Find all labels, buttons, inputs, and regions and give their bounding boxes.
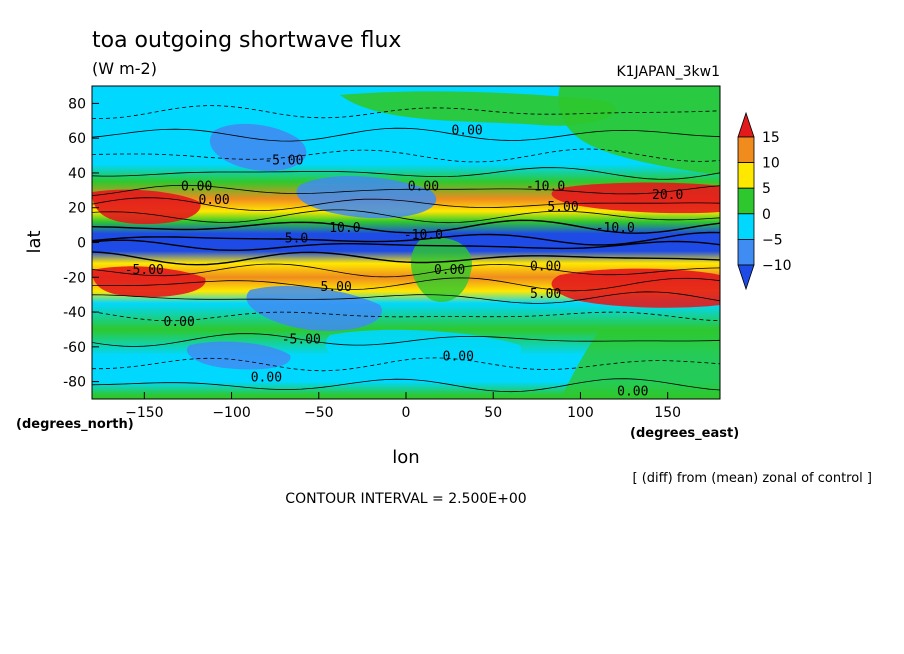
contour-label: 5.00	[530, 287, 561, 302]
contour-line	[92, 357, 720, 372]
y-tick-label: -60	[63, 340, 86, 356]
x-axis: −150 −100 −50 0 50 100 150	[125, 392, 681, 421]
x-tick-label: −150	[125, 405, 163, 421]
footnote: [ (diff) from (mean) zonal of control ]	[633, 471, 872, 486]
contour-label: 0.00	[251, 371, 282, 386]
y-tick-label: 60	[68, 131, 86, 147]
contour-line	[92, 197, 720, 211]
contour-label: 0.00	[617, 385, 648, 400]
contour-label-layer: 0.000.00-5.0010.00.000.00-5.005.000.000.…	[125, 124, 684, 400]
colorbar-tick-label: 5	[762, 181, 771, 197]
blob-red-south-west	[92, 266, 206, 298]
plot-area: 0.000.00-5.0010.00.000.00-5.005.000.000.…	[92, 86, 720, 400]
contour-lines	[92, 105, 720, 393]
contour-line	[92, 219, 720, 234]
contour-label: 0.00	[408, 179, 439, 194]
chart-title: toa outgoing shortwave flux	[92, 28, 401, 53]
y-axis: 80 60 40 20 0 -20 -40 -60 -80	[63, 96, 99, 391]
colorbar-swatch	[737, 187, 755, 215]
y-tick-label: 0	[77, 236, 86, 252]
colorbar-tick-label: 0	[762, 207, 771, 223]
contour-label: 20.0	[652, 188, 683, 203]
y-tick-label: -80	[63, 375, 86, 391]
contour-label: 0.00	[443, 350, 474, 365]
contour-label: 0.00	[181, 179, 212, 194]
contour-label: -10.0	[526, 179, 565, 194]
blob-blue-southern	[186, 341, 291, 370]
contour-label: -10.0	[596, 221, 635, 236]
y-axis-title: lat	[24, 230, 45, 253]
contour-line	[92, 291, 720, 304]
colorbar-tick-label: 15	[762, 130, 780, 146]
colorbar-swatch	[737, 162, 755, 189]
x-tick-label: 100	[567, 405, 594, 421]
contour-label: -5.0	[277, 232, 308, 247]
blob-green-southern-east	[560, 330, 720, 399]
blob-dark-blue-north-atlantic	[296, 175, 437, 219]
blob-blue-south-pacific	[246, 285, 382, 331]
contour-interval-text: CONTOUR INTERVAL = 2.500E+00	[285, 491, 526, 507]
contour-line	[92, 148, 720, 163]
contour-line	[92, 105, 720, 119]
run-label: K1JAPAN_3kw1	[616, 64, 720, 80]
x-axis-title: lon	[392, 447, 419, 468]
colorbar-cap-top	[737, 111, 755, 138]
colorbar-swatch	[737, 238, 755, 266]
x-unit-label: (degrees_east)	[630, 426, 739, 441]
contour-line	[92, 251, 720, 266]
y-unit-label: (degrees_north)	[16, 417, 134, 432]
contour-label: 5.00	[547, 200, 578, 215]
colorbar-cap-bottom	[737, 264, 755, 291]
contour-label: -5.00	[125, 263, 164, 278]
y-tick-label: -40	[63, 305, 86, 321]
x-tick-label: 50	[484, 405, 502, 421]
blob-cyan-southern-ocean	[325, 329, 522, 379]
y-tick-label: 40	[68, 166, 86, 182]
colorbar-swatch	[737, 136, 755, 164]
x-tick-label: −100	[212, 405, 250, 421]
contour-label: -10.0	[404, 228, 443, 243]
contour-label: 0.00	[451, 124, 482, 139]
blob-green-north-pacific-west	[340, 91, 617, 126]
units-label: (W m-2)	[92, 59, 157, 78]
contour-line	[92, 333, 720, 347]
contour-label: -5.00	[264, 153, 303, 168]
contour-line	[92, 378, 720, 393]
contour-line	[92, 127, 720, 142]
contour-line	[92, 209, 720, 224]
contour-line	[92, 263, 720, 278]
y-tick-label: 80	[68, 96, 86, 112]
contour-label: 0.00	[434, 263, 465, 278]
contour-line	[92, 239, 720, 252]
colorbar: 15 10 5 0 −5 −10	[737, 111, 792, 291]
colorbar-tick-label: −10	[762, 258, 792, 274]
contour-label: 0.00	[164, 315, 195, 330]
x-tick-label: −50	[304, 405, 334, 421]
contour-label: 0.00	[530, 259, 561, 274]
contour-line	[92, 311, 720, 322]
blob-red-north-west	[92, 189, 201, 225]
x-tick-label: 0	[402, 405, 411, 421]
contour-line	[92, 184, 720, 197]
x-tick-label: 150	[654, 405, 681, 421]
contour-line	[92, 231, 720, 246]
colorbar-tick-label: −5	[762, 232, 783, 248]
contour-label: 5.00	[321, 280, 352, 295]
blob-green-africa	[410, 237, 472, 303]
colorbar-tick-label: 10	[762, 156, 780, 172]
colorbar-swatch	[737, 213, 755, 240]
contour-line	[92, 167, 720, 180]
y-tick-label: 20	[68, 201, 86, 217]
contour-label: 0.00	[198, 193, 229, 208]
contour-label: -5.00	[282, 332, 321, 347]
contour-line	[92, 277, 720, 292]
contour-label: 10.0	[329, 221, 360, 236]
y-tick-label: -20	[63, 270, 86, 286]
